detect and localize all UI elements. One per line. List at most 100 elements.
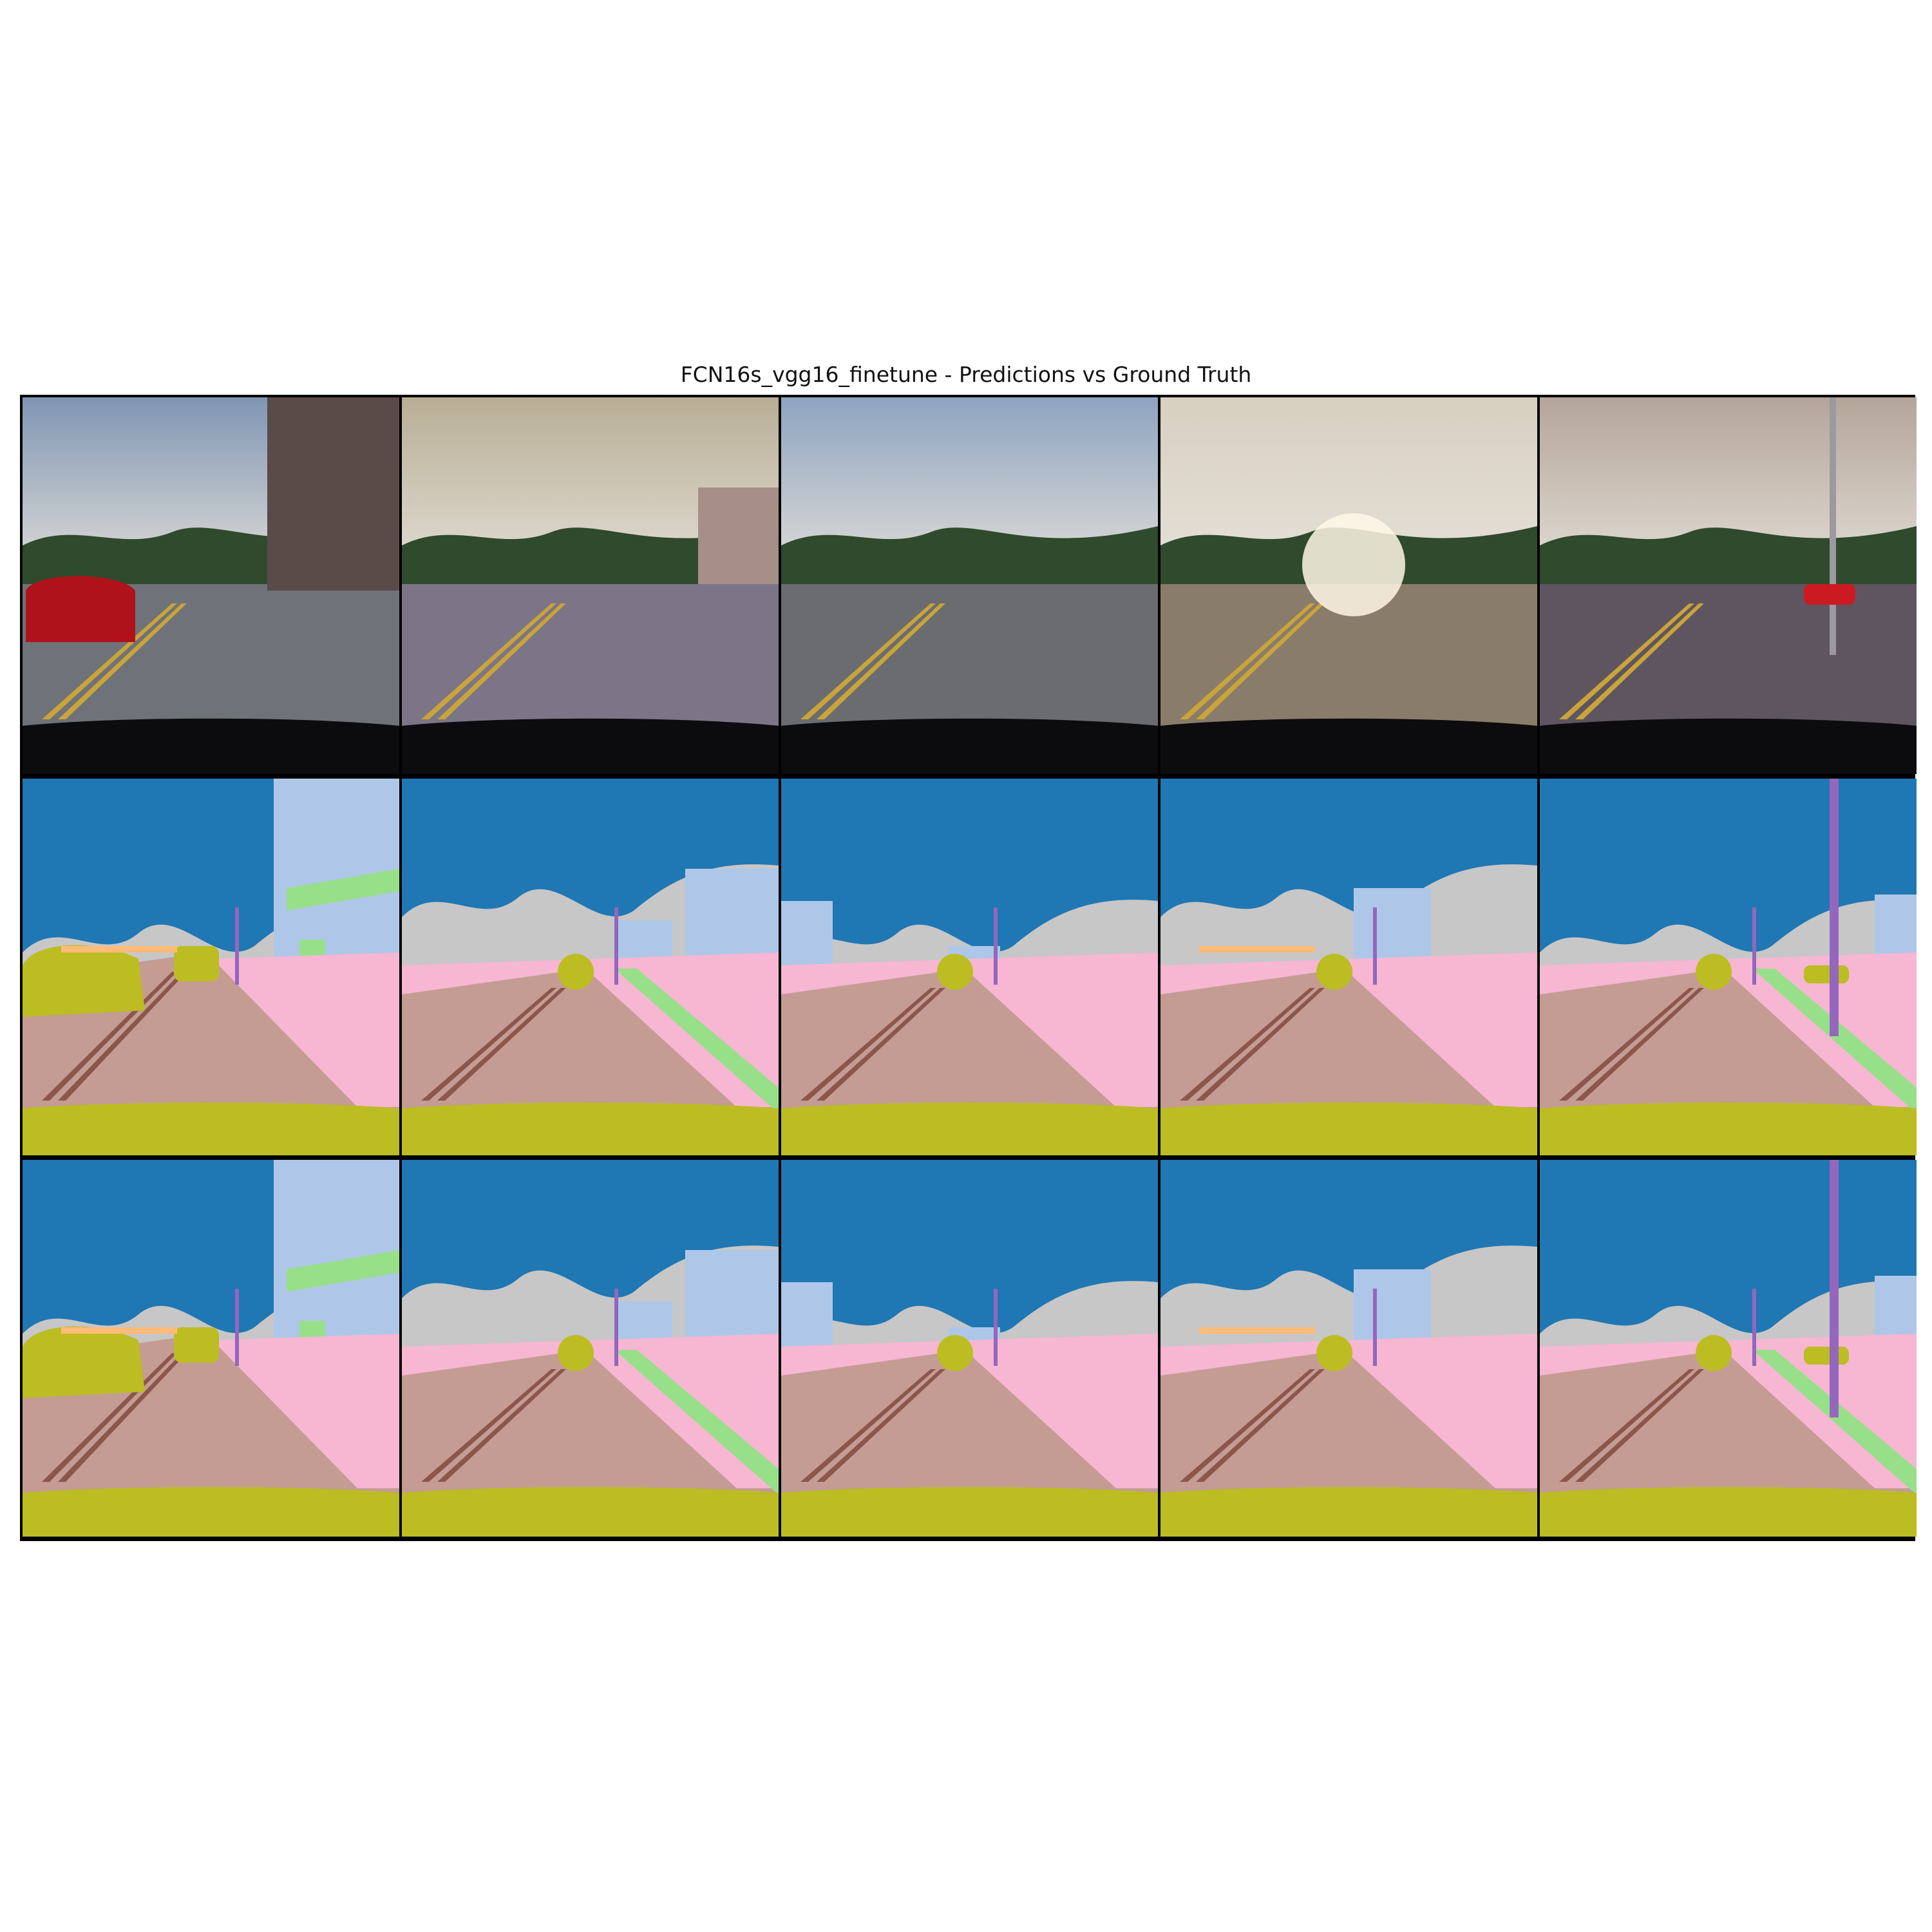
ego-hood <box>402 1103 779 1155</box>
vegetation-region <box>781 1281 1158 1353</box>
wall-region <box>614 969 779 1113</box>
wall-region <box>1752 969 1917 1113</box>
vehicle-region <box>1696 954 1732 990</box>
photo-lane-line <box>42 603 177 719</box>
vehicle-region <box>558 1335 594 1371</box>
pole <box>1830 1160 1839 1417</box>
fence <box>61 946 177 952</box>
photo-lane-line <box>421 603 556 719</box>
photo-hood <box>1160 718 1537 774</box>
roadline <box>1575 1369 1704 1482</box>
prediction-tile <box>1160 779 1537 1155</box>
photo-red-car <box>26 576 135 642</box>
roadline <box>800 1369 936 1482</box>
ego-hood <box>1160 1487 1537 1537</box>
vegetation-region <box>781 900 1158 972</box>
photo-lane-line <box>1559 603 1694 719</box>
vehicle-region <box>1696 1335 1732 1371</box>
vegetation-region <box>1160 1245 1537 1353</box>
input-image-tile <box>402 397 779 774</box>
ground-truth-tile <box>402 1160 779 1537</box>
photo-hood <box>23 718 399 774</box>
roadline <box>437 988 566 1101</box>
vehicle-region <box>174 1327 219 1363</box>
wall-region <box>287 869 399 911</box>
photo-lane-line <box>800 603 936 719</box>
vegetation-region <box>1540 900 1917 972</box>
fence <box>1199 1327 1315 1334</box>
photo-sun-glare <box>1302 513 1405 616</box>
figure-title: FCN16s_vgg16_finetune - Predictions vs G… <box>680 362 1252 387</box>
pole <box>1752 1289 1756 1366</box>
photo-lane-line <box>1196 603 1325 719</box>
pole <box>994 907 998 985</box>
photo-hood <box>1540 718 1917 774</box>
vehicle-region <box>937 954 973 990</box>
roadline <box>1575 988 1704 1101</box>
prediction-tile <box>781 779 1158 1155</box>
roadline <box>1559 1369 1694 1482</box>
wall-region <box>614 1350 779 1495</box>
prediction-tile <box>402 779 779 1155</box>
pole <box>614 907 618 985</box>
pole <box>614 1289 618 1366</box>
pole <box>235 1289 239 1366</box>
vegetation-region <box>1540 1281 1917 1353</box>
ground-truth-tile <box>23 1160 399 1537</box>
photo-lane-line <box>437 603 566 719</box>
vehicle-region <box>23 945 145 1017</box>
photo-hood <box>402 718 779 774</box>
ego-hood <box>23 1103 399 1155</box>
vehicle-region <box>558 954 594 990</box>
roadline <box>58 1353 187 1482</box>
ground-truth-tile <box>1540 1160 1917 1537</box>
photo-hood <box>781 718 1158 774</box>
vehicle-region <box>937 1335 973 1371</box>
roadline <box>800 988 936 1101</box>
prediction-tile <box>1540 779 1917 1155</box>
photo-red-car <box>1804 584 1855 605</box>
vehicle-region <box>1804 965 1849 983</box>
photo-trees <box>1540 526 1917 591</box>
photo-lane-line <box>58 603 187 719</box>
roadline <box>1559 988 1694 1101</box>
photo-lane-line <box>1575 603 1704 719</box>
pole <box>994 1289 998 1366</box>
photo-house <box>698 488 779 584</box>
roadline <box>58 972 187 1101</box>
vegetation-region <box>402 864 779 972</box>
input-image-tile <box>1160 397 1537 774</box>
photo-lane-line <box>1180 603 1315 719</box>
photo-lane-line <box>817 603 945 719</box>
photo-pole <box>1830 397 1836 655</box>
ego-hood <box>1160 1103 1537 1155</box>
vegetation-region <box>402 1245 779 1353</box>
roadline <box>437 1369 566 1482</box>
vehicle-region <box>1316 954 1352 990</box>
vehicle-region <box>174 946 219 981</box>
photo-road <box>1540 584 1917 726</box>
input-image-tile <box>781 397 1158 774</box>
vehicle-region <box>1316 1335 1352 1371</box>
pole <box>1830 779 1839 1036</box>
photo-road <box>402 584 779 726</box>
roadline <box>1180 1369 1315 1482</box>
photo-road <box>781 584 1158 726</box>
vehicle-region <box>23 1326 145 1398</box>
ground-truth-tile <box>781 1160 1158 1537</box>
ground-truth-tile <box>1160 1160 1537 1537</box>
ego-hood <box>402 1487 779 1537</box>
roadline <box>817 1369 945 1482</box>
fence <box>61 1327 177 1334</box>
roadline <box>817 988 945 1101</box>
photo-trees <box>781 526 1158 591</box>
roadline <box>1196 1369 1325 1482</box>
ego-hood <box>1540 1103 1917 1155</box>
pole <box>1752 907 1756 985</box>
vegetation-region <box>1160 864 1537 972</box>
pole <box>235 907 239 985</box>
ego-hood <box>1540 1487 1917 1537</box>
roadline <box>421 988 556 1101</box>
input-image-tile <box>1540 397 1917 774</box>
fence <box>1199 946 1315 952</box>
